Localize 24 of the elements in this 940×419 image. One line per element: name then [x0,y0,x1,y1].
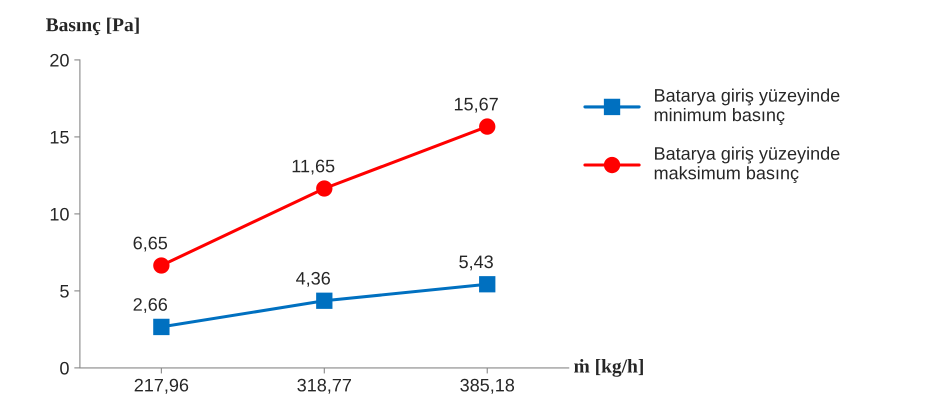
y-tick-label: 20 [50,54,69,67]
point [316,292,332,309]
point [479,276,496,292]
y-tick-label: 15 [50,131,69,144]
data-label: 2,66 [134,298,168,313]
point [153,257,170,274]
data-label: 4,36 [296,272,330,287]
legend-label: Batarya giriş yüzeyinde maksimum basınç [654,146,840,184]
point [316,180,332,197]
y-tick-label: 10 [50,208,69,221]
legend-label: Batarya giriş yüzeyinde minimum basınç [654,88,840,125]
data-label: 5,43 [459,255,493,270]
data-label: 11,65 [292,160,334,175]
x-tick-label: 217,96 [134,378,188,394]
x-tick-label: 318,77 [297,378,352,394]
y-tick-label: 5 [60,285,69,298]
x-axis-title: ṁ [kg/h] [574,358,643,377]
point [479,118,496,135]
y-axis-title: Basınç [Pa] [46,18,139,36]
y-tick-label: 0 [60,362,69,375]
x-tick-label: 385,18 [460,378,514,394]
data-label: 6,65 [134,236,168,252]
point [153,318,170,336]
data-label: 15,67 [454,98,498,113]
